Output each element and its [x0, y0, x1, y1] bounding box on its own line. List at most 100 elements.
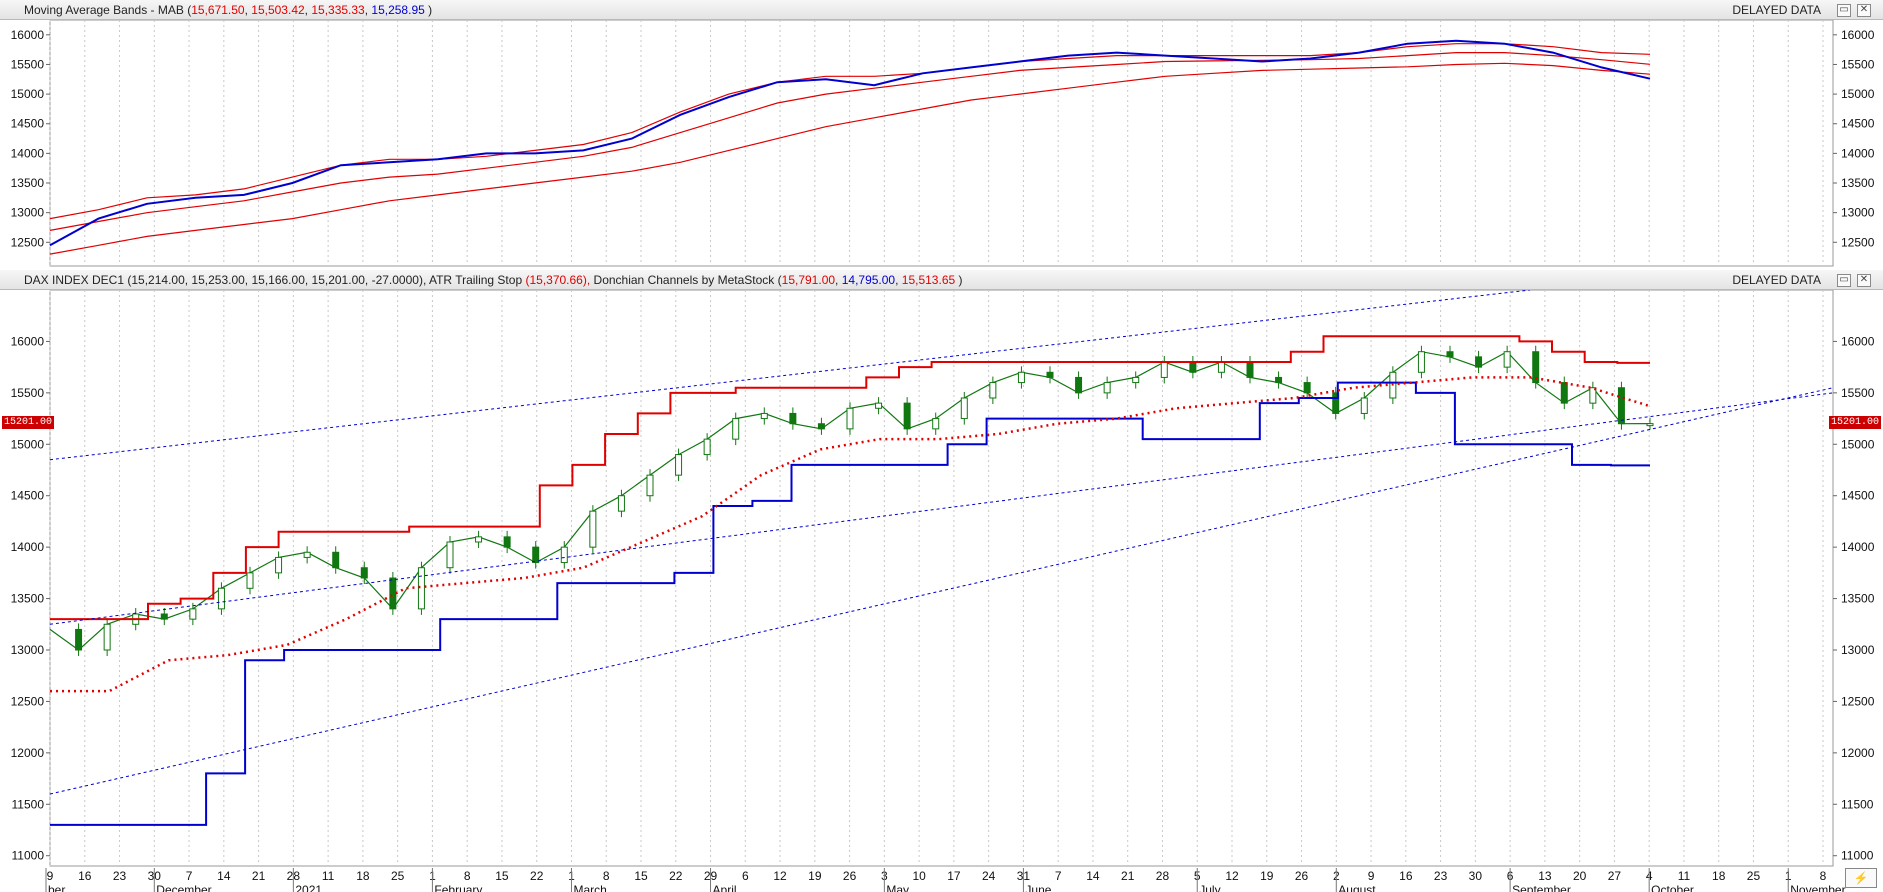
top-panel-title: Moving Average Bands - MAB (15,671.50, 1… — [24, 3, 433, 17]
xtick-label: 16 — [78, 869, 92, 883]
candle-body — [960, 397, 968, 420]
ytick-label-right: 12500 — [1841, 235, 1875, 249]
month-label: ber — [48, 883, 65, 892]
ytick-label-left: 12500 — [11, 694, 45, 708]
candle-body — [1589, 387, 1597, 404]
ytick-label-left: 13500 — [11, 592, 45, 606]
xtick-label: 9 — [47, 869, 54, 883]
bottom-panel-close-button[interactable]: ✕ — [1857, 274, 1871, 287]
xtick-label: 12 — [773, 869, 787, 883]
xtick-label: 19 — [808, 869, 822, 883]
candle-body — [532, 546, 540, 564]
candle-body — [1617, 387, 1625, 425]
ytick-label-right: 11500 — [1841, 797, 1874, 811]
ytick-label-right: 11000 — [1841, 849, 1874, 863]
ytick-label-left: 11500 — [12, 797, 45, 811]
ytick-label-right: 14000 — [1841, 146, 1875, 160]
month-label: May — [886, 883, 909, 892]
candle-body — [1475, 356, 1483, 368]
series-donchian-high — [50, 335, 1650, 621]
xtick-label: 14 — [217, 869, 231, 883]
xtick-label: 23 — [113, 869, 127, 883]
xtick-label: 8 — [1820, 869, 1827, 883]
xtick-label: 23 — [1434, 869, 1448, 883]
ytick-label-right: 16000 — [1841, 28, 1875, 42]
top-panel-delayed-data: DELAYED DATA — [1732, 3, 1821, 17]
xtick-label: 14 — [1086, 869, 1100, 883]
candle-body — [617, 495, 625, 512]
candle-body — [560, 546, 568, 564]
xtick-label: 8 — [464, 869, 471, 883]
top-panel-header: Moving Average Bands - MAB (15,671.50, 1… — [0, 0, 1883, 20]
candle-body — [789, 412, 797, 425]
month-label: December — [156, 883, 211, 892]
xtick-label: 10 — [912, 869, 926, 883]
ytick-label-left: 14500 — [11, 489, 45, 503]
candle-body — [189, 608, 197, 620]
candle-body — [1646, 423, 1654, 427]
candle-body — [846, 407, 854, 430]
candle-body — [1132, 376, 1140, 384]
month-label: April — [713, 883, 737, 892]
ytick-label-left: 15500 — [11, 386, 45, 400]
xtick-label: 26 — [1295, 869, 1309, 883]
candle-body — [1532, 351, 1540, 384]
xtick-label: 22 — [530, 869, 544, 883]
candle-body — [360, 567, 368, 579]
ytick-label-left: 11000 — [12, 849, 45, 863]
ytick-label-right: 15000 — [1841, 437, 1875, 451]
month-label: July — [1199, 883, 1220, 892]
xtick-label: 11 — [322, 869, 335, 883]
ytick-label-right: 14000 — [1841, 540, 1875, 554]
candle-body — [160, 613, 168, 620]
ytick-label-right: 15500 — [1841, 386, 1875, 400]
ytick-label-left: 14000 — [11, 540, 45, 554]
ytick-label-right: 12500 — [1841, 694, 1875, 708]
regression-upper-line — [49, 289, 1531, 461]
plot-area-0 — [49, 19, 1834, 267]
candle-body — [875, 402, 883, 409]
candle-body — [417, 567, 425, 610]
xtick-label: 17 — [947, 869, 961, 883]
candle-body — [246, 572, 254, 589]
xtick-label: 15 — [495, 869, 509, 883]
candle-body — [1046, 371, 1054, 378]
candle-body — [303, 551, 311, 558]
bottom-panel-restore-button[interactable]: ▭ — [1837, 274, 1851, 287]
ytick-label-right: 13000 — [1841, 206, 1875, 220]
candle-body — [1332, 392, 1340, 414]
month-label: March — [573, 883, 606, 892]
month-label: June — [1025, 883, 1051, 892]
ytick-label-right: 13000 — [1841, 643, 1875, 657]
metastock-logo-icon: ⚡ — [1845, 868, 1877, 888]
last-price-tag-left: 15201.00 — [2, 416, 55, 429]
xtick-label: 6 — [742, 869, 749, 883]
ytick-label-left: 16000 — [11, 28, 45, 42]
top-panel-restore-button[interactable]: ▭ — [1837, 4, 1851, 17]
bottom-panel-delayed-data: DELAYED DATA — [1732, 273, 1821, 287]
xtick-label: 28 — [1156, 869, 1170, 883]
ytick-label-right: 13500 — [1841, 592, 1875, 606]
candle-body — [932, 418, 940, 430]
candle-body — [1275, 376, 1283, 384]
xtick-label: 7 — [1055, 869, 1062, 883]
month-label: November — [1790, 883, 1845, 892]
candle-body — [389, 577, 397, 610]
candle-body — [332, 551, 340, 569]
ytick-label-left: 16000 — [11, 334, 45, 348]
candle-body — [1075, 376, 1083, 394]
xtick-label: 18 — [356, 869, 370, 883]
candle-body — [903, 402, 911, 430]
ytick-label-right: 15000 — [1841, 87, 1875, 101]
xtick-label: 8 — [603, 869, 610, 883]
top-panel-close-button[interactable]: ✕ — [1857, 4, 1871, 17]
xtick-label: 15 — [634, 869, 648, 883]
candle-body — [675, 454, 683, 476]
series-mab-middle — [49, 51, 1651, 231]
candle-body — [1189, 361, 1197, 373]
bottom-panel-title: DAX INDEX DEC1 (15,214.00, 15,253.00, 15… — [24, 273, 963, 287]
regression-lower-line — [49, 387, 1834, 795]
xtick-label: 18 — [1712, 869, 1726, 883]
xtick-label: 12 — [1225, 869, 1239, 883]
